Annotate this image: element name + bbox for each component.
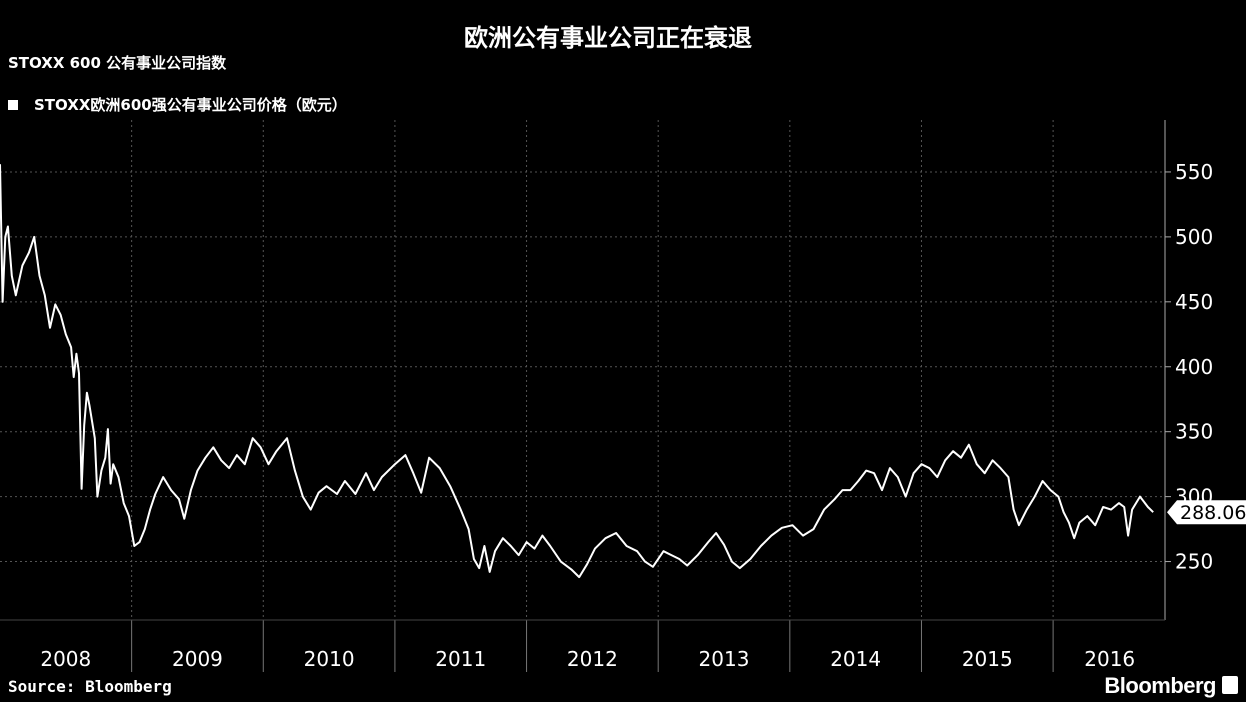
y-tick-label: 250	[1175, 550, 1213, 574]
x-tick-label: 2011	[435, 647, 486, 671]
bloomberg-terminal-icon	[1222, 676, 1238, 694]
y-tick-label: 550	[1175, 160, 1213, 184]
last-value-badge	[1167, 500, 1246, 525]
y-tick-label: 400	[1175, 355, 1213, 379]
x-tick-label: 2015	[962, 647, 1013, 671]
x-tick-label: 2016	[1084, 647, 1135, 671]
legend-label: STOXX欧洲600强公有事业公司价格（欧元）	[34, 96, 347, 114]
y-tick-label: 500	[1175, 225, 1213, 249]
source-note: Source: Bloomberg	[8, 677, 172, 696]
x-tick-label: 2010	[304, 647, 355, 671]
legend: STOXX欧洲600强公有事业公司价格（欧元）	[8, 94, 347, 115]
x-tick-label: 2009	[172, 647, 223, 671]
chart-title: 欧洲公有事业公司正在衰退	[464, 24, 752, 52]
chart-subtitle: STOXX 600 公有事业公司指数	[8, 54, 227, 72]
series-line	[0, 164, 1154, 579]
x-tick-label: 2013	[699, 647, 750, 671]
legend-swatch	[8, 99, 18, 110]
x-tick-label: 2008	[40, 647, 91, 671]
x-tick-label: 2012	[567, 647, 618, 671]
y-tick-label: 450	[1175, 290, 1213, 314]
last-value-label: 288.06	[1180, 502, 1246, 524]
x-tick-label: 2014	[830, 647, 881, 671]
brand-logo: Bloomberg	[1104, 673, 1216, 698]
y-tick-label: 350	[1175, 420, 1213, 444]
